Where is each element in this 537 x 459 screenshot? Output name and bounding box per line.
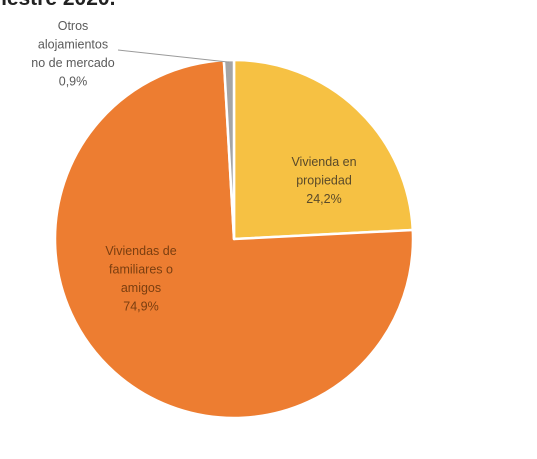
chart-title: nestre 2020. <box>0 0 115 11</box>
data-label-category: no de mercado <box>31 56 114 70</box>
data-label-value: 74,9% <box>123 300 158 314</box>
data-label-value: 0,9% <box>59 75 88 89</box>
data-label-category: alojamientos <box>38 38 108 52</box>
leader-line <box>117 49 230 63</box>
data-label-value: 24,2% <box>306 192 341 206</box>
data-label-category: amigos <box>121 281 161 295</box>
data-label-category: propiedad <box>296 174 352 188</box>
data-label-category: Vivienda en <box>291 155 356 169</box>
data-label-category: Viviendas de <box>105 244 176 258</box>
pie-slice-3 <box>222 58 236 241</box>
data-label-category: Otros <box>58 19 89 33</box>
data-label-category: familiares o <box>109 263 173 277</box>
pie-slice-1 <box>232 58 415 241</box>
